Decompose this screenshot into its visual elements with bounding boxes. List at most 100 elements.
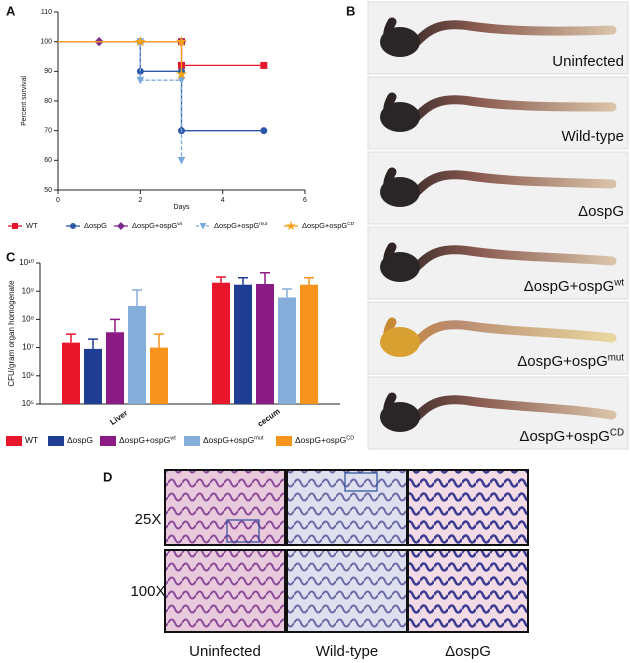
- label: WT: [26, 221, 38, 230]
- y-tick-label: 100: [40, 39, 52, 46]
- bar: [234, 284, 252, 404]
- y-axis-label: Percent survival: [21, 76, 28, 126]
- bar: [212, 282, 230, 404]
- error-bar: [110, 318, 120, 333]
- error-bar: [238, 276, 248, 285]
- error-bar: [304, 276, 314, 285]
- cecum: [380, 327, 420, 357]
- label-main: Wild-type: [561, 128, 624, 145]
- cecum: [380, 177, 420, 207]
- bar: [300, 284, 318, 404]
- y-tick-label: 10⁸: [22, 315, 34, 324]
- y-axis-label: CFU/gram organ homogenate: [7, 280, 16, 387]
- label: ΔospG+ospGCD: [519, 427, 624, 445]
- row-label: 100X: [130, 583, 165, 600]
- label-sup: CD: [346, 436, 354, 442]
- label: ΔospG+ospGCD: [295, 435, 354, 445]
- y-tick-label: 60: [44, 157, 52, 164]
- label: ΔospG: [84, 221, 107, 230]
- label-main: Uninfected: [552, 53, 624, 70]
- y-tick-label: 10⁵: [22, 399, 34, 408]
- label-main: ΔospG+ospG: [214, 221, 259, 230]
- y-tick-label: 10⁶: [22, 371, 34, 380]
- series-line: [58, 41, 264, 67]
- marker: [136, 76, 145, 85]
- marker: [177, 76, 186, 85]
- label: ΔospG+ospGwt: [132, 221, 183, 230]
- x-tick-label: 2: [138, 197, 142, 204]
- error-bar: [66, 333, 76, 343]
- row-label: 25X: [135, 511, 162, 528]
- error-bar: [88, 338, 98, 349]
- series-line: [58, 41, 264, 132]
- y-tick-label: 110: [41, 9, 52, 16]
- label-main: ΔospG+ospG: [203, 435, 254, 445]
- label-main: ΔospG+ospG: [295, 435, 346, 445]
- label-sup: mut: [254, 436, 264, 442]
- micrograph: [164, 549, 286, 633]
- panel-label: D: [103, 469, 112, 484]
- label: ΔospG+ospGwt: [524, 277, 625, 295]
- x-tick-label: 0: [56, 197, 60, 204]
- label-sup: wt: [177, 221, 183, 227]
- label: ΔospG+ospGmut: [517, 352, 624, 370]
- series-line: [58, 41, 183, 75]
- legend-marker: [70, 223, 76, 229]
- panel-b: UninfectedWild-typeΔospGΔospG+ospGwtΔosp…: [367, 1, 629, 450]
- y-tick-label: 10⁷: [22, 343, 34, 352]
- label-main: ΔospG: [578, 203, 624, 220]
- label-main: ΔospG: [84, 221, 107, 230]
- legend-marker: [286, 220, 296, 231]
- error-bar: [282, 288, 292, 298]
- label: ΔospG+ospGCD: [302, 221, 355, 230]
- legend-swatch: [100, 436, 116, 446]
- error-bar: [154, 333, 164, 348]
- x-tick-label: 6: [303, 197, 307, 204]
- y-tick-label: 90: [44, 68, 52, 75]
- label-sup: CD: [347, 221, 355, 227]
- label-main: ΔospG+ospG: [119, 435, 170, 445]
- bar: [150, 347, 168, 404]
- bar: [62, 342, 80, 404]
- legend-swatch: [6, 436, 22, 446]
- label-main: ΔospG+ospG: [517, 353, 607, 370]
- x-axis-label: Days: [174, 204, 190, 211]
- cecum: [380, 252, 420, 282]
- label-main: ΔospG+ospG: [524, 278, 614, 295]
- label: Uninfected: [552, 53, 624, 70]
- bar: [256, 284, 274, 404]
- marker: [260, 127, 268, 135]
- legend-swatch: [48, 436, 64, 446]
- micrograph: [286, 469, 408, 546]
- label-sup: mut: [259, 221, 268, 227]
- roi-box: [344, 472, 378, 492]
- label-sup: CD: [610, 427, 624, 438]
- column-label: Uninfected: [189, 643, 261, 660]
- label-sup: wt: [169, 436, 176, 442]
- label: WT: [25, 435, 38, 445]
- panel-label: C: [6, 249, 16, 264]
- bar: [84, 348, 102, 404]
- marker: [175, 68, 188, 80]
- legend-swatch: [276, 436, 292, 446]
- label-main: ΔospG+ospG: [519, 428, 609, 445]
- series-line: [58, 41, 183, 161]
- bar: [106, 332, 124, 404]
- roi-box: [226, 519, 260, 543]
- label: ΔospG: [578, 203, 624, 220]
- label-main: WT: [26, 221, 38, 230]
- legend-swatch: [184, 436, 200, 446]
- x-tick-label: Liver: [108, 409, 129, 427]
- column-label: ΔospG: [445, 643, 491, 660]
- legend-marker: [199, 223, 207, 230]
- x-tick-label: cecum: [256, 407, 282, 429]
- y-tick-label: 10⁹: [22, 286, 34, 295]
- y-tick-label: 50: [44, 187, 52, 194]
- y-tick-label: 10¹⁰: [19, 258, 34, 267]
- marker: [260, 61, 268, 69]
- bar: [128, 305, 146, 404]
- marker: [134, 35, 147, 47]
- micrograph: [407, 549, 529, 633]
- label-sup: mut: [608, 352, 625, 363]
